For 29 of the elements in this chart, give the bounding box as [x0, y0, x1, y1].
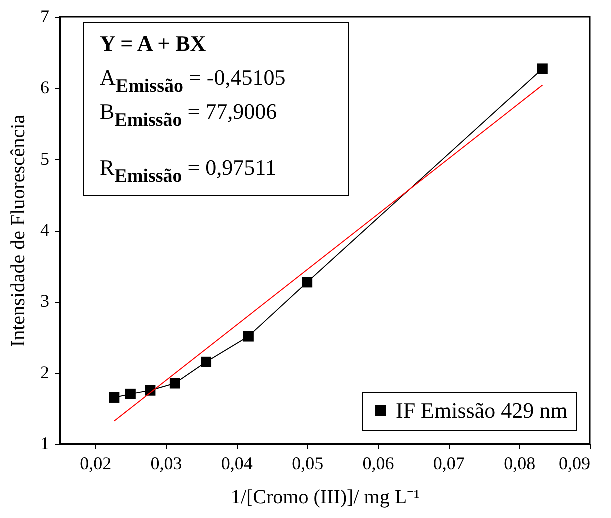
- point: [125, 388, 136, 400]
- x-tick-label: 0,08: [504, 454, 536, 474]
- y-tick-label: 3: [40, 291, 50, 312]
- x-tick-label: 0,04: [221, 454, 253, 474]
- point: [109, 392, 120, 403]
- y-tick-label: 4: [40, 220, 50, 240]
- x-tick-label: 0,07: [433, 454, 465, 474]
- point: [201, 356, 212, 368]
- annotation: B$_{Emissão}$ = 77,9006: [100, 99, 278, 131]
- y-tick-label: 1: [40, 434, 50, 454]
- annotation: Y = A + BX: [100, 30, 208, 58]
- annotation: A$_{Emissão}$ = -0,45105: [100, 64, 287, 97]
- y-tick-label: 7: [40, 6, 50, 26]
- x-tick-label: 0,05: [292, 454, 324, 474]
- legend-label: IF Emissão 429 nm: [396, 398, 568, 423]
- point: [243, 331, 254, 342]
- x-tick-label: 0,06: [362, 454, 394, 474]
- y-axis-title: Intensidade de Fluorescência: [8, 114, 30, 348]
- y-tick-label: 6: [40, 78, 50, 98]
- point: [170, 378, 180, 389]
- point: [537, 64, 548, 74]
- x-axis-title: 1/[Cromo (III)]/ mg L⁻¹: [230, 486, 420, 508]
- x-tick-label: 0,09: [559, 454, 590, 474]
- x-tick-label: 0,02: [80, 454, 112, 474]
- y-tick-label: 5: [40, 148, 50, 169]
- annotation: R$_{Emissão}$ = 0,97511: [100, 154, 278, 187]
- point: [302, 277, 313, 288]
- x-tick-label: 0,03: [150, 454, 182, 474]
- y-tick-label: 2: [40, 362, 50, 382]
